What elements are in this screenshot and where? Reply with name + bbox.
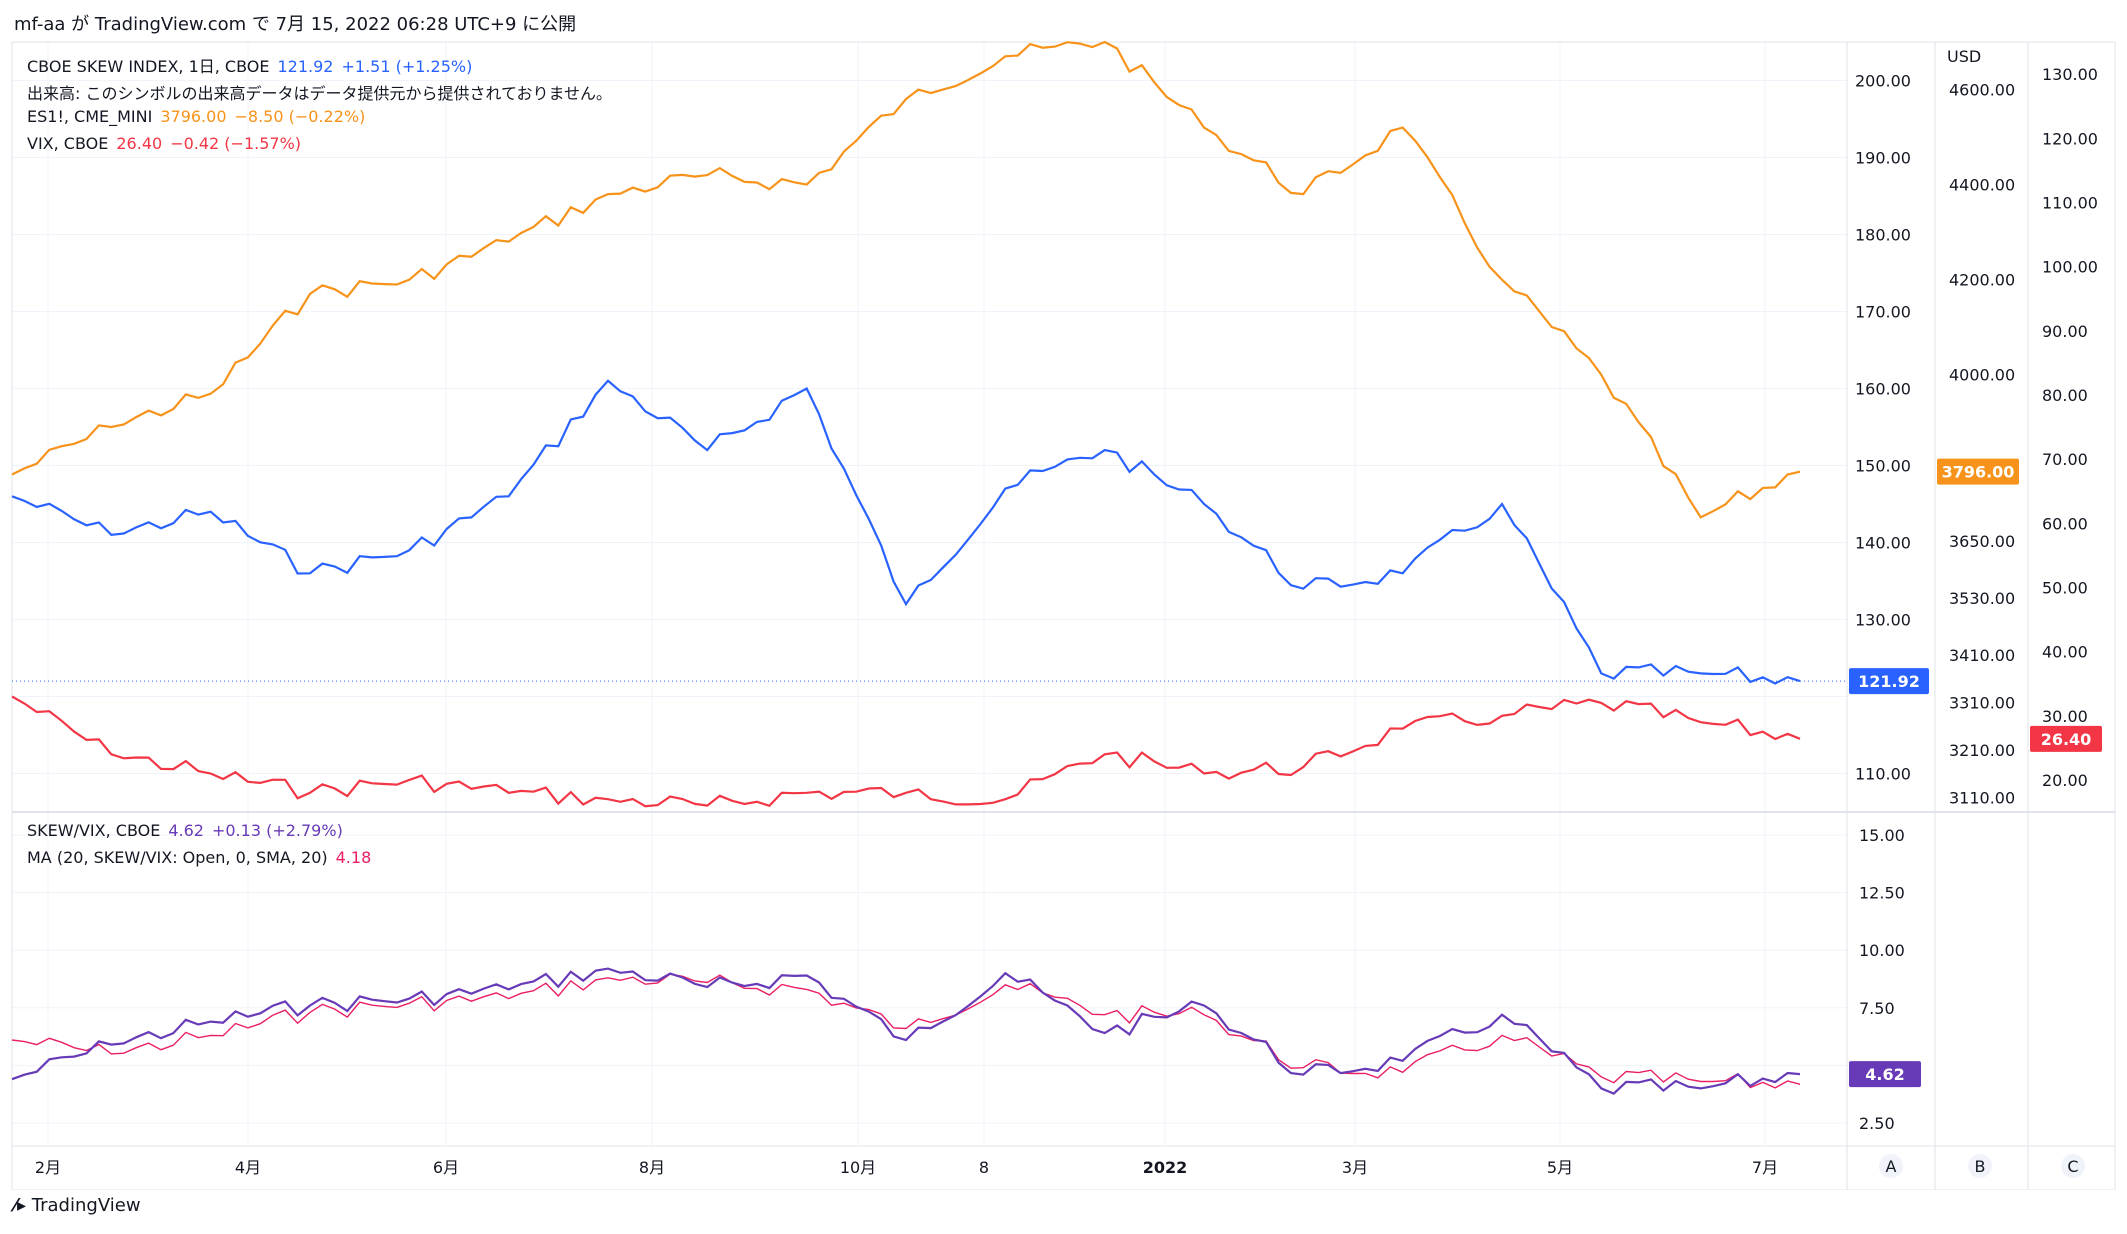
axis-lower-tick-0: 15.00 [1859,826,1905,845]
ratio-price-tag [1849,1061,1921,1088]
series-skew-line [11,379,1801,685]
tradingview-logo-text: TradingView [31,1195,141,1216]
axis-c-tick-0: 130.00 [2042,65,2098,84]
axis-c-tick-10: 30.00 [2042,707,2088,726]
axis-b-tick-6: 3410.00 [1949,646,2015,665]
publish-title: mf-aa が TradingView.com で 7月 15, 2022 06… [14,14,577,35]
axis-b-tick-9: 3110.00 [1949,789,2015,808]
scale-button-c [2061,1154,2085,1178]
publish-header: mf-aa が TradingView.com で 7月 15, 2022 06… [0,0,2127,40]
ratio-price-tag-text: 4.62 [1865,1065,1904,1084]
legend-es-value: 3796.00 [160,107,227,126]
tradingview-logo-icon: ⁄▸ [14,1195,27,1216]
legend-vix-label: VIX, CBOE [27,134,109,153]
axis-b-tick-3: 4000.00 [1949,366,2015,385]
x-axis-label-6: 2022 [1143,1158,1188,1177]
skew-price-tag-text: 121.92 [1858,672,1920,691]
axis-c-tick-9: 40.00 [2042,643,2088,662]
axis-a-tick-3: 170.00 [1855,303,1911,322]
legend-vix-value: 26.40 [116,134,163,153]
scale-button-b [1968,1154,1992,1178]
legend-volume-label: 出来高: このシンボルの出来高データはデータ提供元から提供されておりません。 [27,84,613,103]
x-axis-label-0: 2月 [35,1158,61,1177]
legend-vix[interactable]: VIX, CBOE 26.40 −0.42 (−1.57%) [27,134,301,153]
legend-ratio[interactable]: SKEW/VIX, CBOE 4.62 +0.13 (+2.79%) [27,821,343,840]
axis-b-tick-7: 3310.00 [1949,694,2015,713]
axis-a-tick-6: 140.00 [1855,534,1911,553]
axis-b-tick-4: 3650.00 [1949,532,2015,551]
legend-es[interactable]: ES1!, CME_MINI 3796.00 −8.50 (−0.22%) [27,107,365,126]
legend-vix-change: −0.42 (−1.57%) [170,134,302,153]
axis-c-tick-1: 120.00 [2042,129,2098,148]
axis-lower-tick-4: 2.50 [1859,1114,1895,1133]
axis-lower-tick-3: 7.50 [1859,999,1895,1018]
x-axis-label-3: 8月 [639,1158,665,1177]
x-axis-label-9: 7月 [1752,1158,1778,1177]
scale-button-label-c: C [2067,1157,2078,1176]
skew-price-tag [1849,668,1929,695]
axis-c-tick-5: 80.00 [2042,386,2088,405]
legend-ma-value: 4.18 [335,848,372,867]
legend-ratio-change: +0.13 (+2.79%) [211,821,343,840]
axis-b-tick-1: 4400.00 [1949,176,2015,195]
axis-c-tick-6: 70.00 [2042,450,2088,469]
axis-a-tick-5: 150.00 [1855,457,1911,476]
axis-a-tick-0: 200.00 [1855,72,1911,91]
legend-ma-label: MA (20, SKEW/VIX: Open, 0, SMA, 20) [27,848,328,867]
x-axis-label-2: 6月 [433,1158,459,1177]
series-vix-line [11,695,1801,808]
axis-a-tick-1: 190.00 [1855,149,1911,168]
es-price-tag-text: 3796.00 [1942,463,2015,482]
chart-frame [11,41,2116,1190]
legend-volume-note: 出来高: このシンボルの出来高データはデータ提供元から提供されておりません。 [27,80,612,104]
x-axis-label-5: 8 [979,1158,989,1177]
axis-c-tick-7: 60.00 [2042,514,2088,533]
axis-lower-tick-1: 12.50 [1859,884,1905,903]
axis-a-tick-7: 130.00 [1855,611,1911,630]
series-ma-line [11,973,1801,1089]
axis-c-tick-4: 90.00 [2042,322,2088,341]
axis-b-tick-0: 4600.00 [1949,81,2015,100]
legend-ma[interactable]: MA (20, SKEW/VIX: Open, 0, SMA, 20) 4.18 [27,848,371,867]
axis-lower-tick-2: 10.00 [1859,941,1905,960]
axis-b-tick-5: 3530.00 [1949,589,2015,608]
legend-es-label: ES1!, CME_MINI [27,107,153,126]
x-axis-label-8: 5月 [1547,1158,1573,1177]
es-price-tag [1937,458,2019,485]
x-axis-label-1: 4月 [235,1158,261,1177]
series-es-line [11,40,1801,519]
legend-skew-label: CBOE SKEW INDEX, 1日, CBOE [27,57,270,76]
scale-button-label-a: A [1886,1157,1897,1176]
series-ratio-line [11,967,1801,1095]
scale-button-label-b: B [1975,1157,1986,1176]
legend-ratio-label: SKEW/VIX, CBOE [27,821,161,840]
legend-skew[interactable]: CBOE SKEW INDEX, 1日, CBOE 121.92 +1.51 (+1… [27,53,472,77]
axis-a-tick-2: 180.00 [1855,226,1911,245]
axis-c-tick-11: 20.00 [2042,771,2088,790]
vix-price-tag-text: 26.40 [2041,730,2092,749]
axis-b-tick-2: 4200.00 [1949,271,2015,290]
axis-b-unit: USD [1947,47,1981,66]
x-axis-label-4: 10月 [840,1158,876,1177]
axis-c-tick-2: 110.00 [2042,193,2098,212]
vix-price-tag [2030,725,2102,752]
axis-a-tick-8: 110.00 [1855,765,1911,784]
legend-ratio-value: 4.62 [168,821,204,840]
x-axis-label-7: 3月 [1342,1158,1368,1177]
scale-button-a [1879,1154,1903,1178]
axis-a-tick-4: 160.00 [1855,380,1911,399]
chart-area[interactable]: 200.00 190.00 180.00 170.00 160.00 150.00 140.… [0,40,2127,1190]
legend-skew-value: 121.92 [277,57,334,76]
axis-b-tick-8: 3210.00 [1949,741,2015,760]
legend-es-change: −8.50 (−0.22%) [234,107,366,126]
legend-skew-change: +1.51 (+1.25%) [341,57,473,76]
axis-c-tick-3: 100.00 [2042,258,2098,277]
axis-c-tick-8: 50.00 [2042,578,2088,597]
tradingview-logo[interactable]: ⁄▸ TradingView [14,1195,141,1216]
